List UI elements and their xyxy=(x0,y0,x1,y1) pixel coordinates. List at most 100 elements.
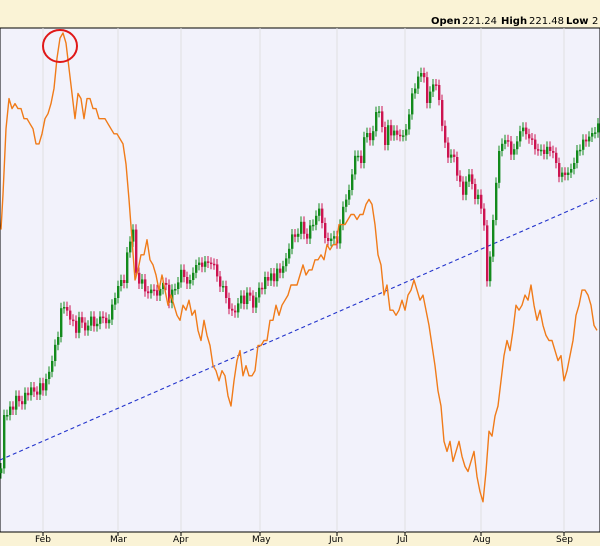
candle-body xyxy=(21,401,24,405)
candle-body xyxy=(276,268,279,282)
candle xyxy=(285,253,288,272)
candle-body xyxy=(345,199,348,207)
candle xyxy=(444,120,447,148)
candle xyxy=(93,311,96,332)
candle xyxy=(381,106,384,133)
candle-body xyxy=(288,248,291,259)
candle xyxy=(81,311,84,328)
candle-body xyxy=(252,295,255,308)
x-tick-label: May xyxy=(252,535,271,545)
candle xyxy=(246,287,249,310)
candle-body xyxy=(150,289,153,294)
candle-body xyxy=(354,155,357,175)
candle xyxy=(342,201,345,231)
candle-body xyxy=(423,73,426,78)
candle-body xyxy=(282,266,285,273)
candle xyxy=(366,127,369,143)
candle xyxy=(21,395,24,410)
candle-body xyxy=(156,290,159,296)
candle-body xyxy=(408,114,411,130)
candle-body xyxy=(516,141,519,150)
x-axis: Feb Mar Apr May Jun Jul Aug Sep xyxy=(35,532,573,545)
candle xyxy=(516,136,519,155)
candle xyxy=(66,301,69,316)
candle xyxy=(405,124,408,141)
candle-body xyxy=(48,371,51,379)
candle xyxy=(411,88,414,120)
candle-body xyxy=(54,344,57,361)
candle xyxy=(216,259,219,282)
candle xyxy=(513,143,516,160)
candle-body xyxy=(189,280,192,284)
candle xyxy=(441,94,444,132)
candle xyxy=(543,144,546,160)
candle-body xyxy=(558,163,561,177)
candle xyxy=(75,315,78,339)
candle-body xyxy=(234,310,237,313)
candle xyxy=(0,463,3,479)
trendline-layer xyxy=(0,197,598,461)
candle xyxy=(243,290,246,310)
candle-body xyxy=(36,391,39,395)
candle-body xyxy=(393,130,396,136)
candle xyxy=(120,274,123,292)
candle-body xyxy=(537,149,540,151)
candle xyxy=(138,267,141,289)
candle-body xyxy=(363,137,366,163)
candle-body xyxy=(342,206,345,225)
candle-body xyxy=(291,234,294,249)
candle xyxy=(459,170,462,187)
candle-body xyxy=(120,280,123,286)
candle xyxy=(72,314,75,327)
candle-body xyxy=(399,134,402,137)
candle-body xyxy=(126,252,129,283)
candle-body xyxy=(459,175,462,182)
candle-body xyxy=(24,392,27,405)
candle-body xyxy=(216,264,219,277)
candle xyxy=(384,121,387,151)
candle-body xyxy=(555,152,558,163)
candle-body xyxy=(102,316,105,319)
candle xyxy=(531,133,534,145)
candle xyxy=(483,203,486,231)
candle xyxy=(519,125,522,147)
candle xyxy=(144,274,147,297)
candle-body xyxy=(12,406,15,410)
candle xyxy=(165,277,168,291)
candle-body xyxy=(270,273,273,281)
candle-body xyxy=(3,415,6,469)
candle xyxy=(498,145,501,189)
candle-body xyxy=(129,241,132,253)
candle xyxy=(147,286,150,299)
candle xyxy=(597,118,600,138)
candle-body xyxy=(411,93,414,115)
candle xyxy=(108,314,111,329)
candle xyxy=(573,157,576,175)
candle xyxy=(486,220,489,287)
candle xyxy=(522,122,525,137)
candle xyxy=(351,169,354,196)
low-label: Low xyxy=(566,16,588,27)
candle xyxy=(345,194,348,213)
candle-body xyxy=(552,151,555,153)
candle xyxy=(480,189,483,214)
candle xyxy=(501,138,504,157)
candle xyxy=(549,141,552,157)
candle-body xyxy=(462,181,465,195)
candle xyxy=(528,128,531,144)
candle xyxy=(417,71,420,94)
candle xyxy=(297,228,300,243)
x-tick-label: Feb xyxy=(35,535,51,545)
candle-body xyxy=(453,154,456,157)
candle-body xyxy=(42,383,45,391)
high-value: 221.48 xyxy=(529,16,564,27)
candle xyxy=(315,210,318,231)
candle-body xyxy=(534,139,537,150)
candle xyxy=(174,283,177,295)
candle xyxy=(591,127,594,142)
candle xyxy=(546,141,549,160)
candle-body xyxy=(294,234,297,237)
candle xyxy=(288,243,291,264)
